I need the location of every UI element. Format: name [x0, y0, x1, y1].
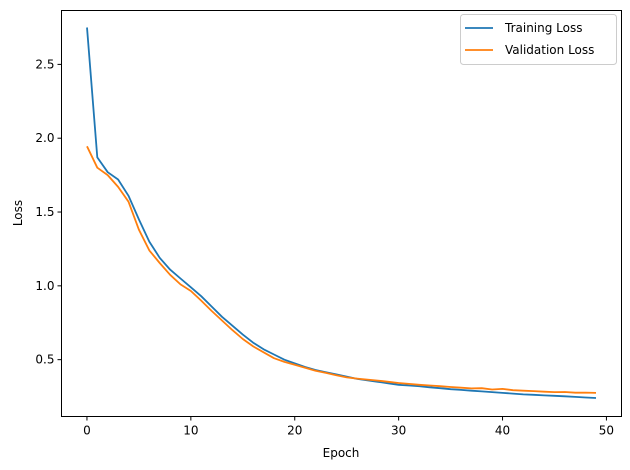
legend: Training Loss Validation Loss [460, 14, 617, 65]
y-tick-label: 0.5 [35, 353, 54, 367]
plot-area [61, 10, 622, 417]
y-tick-label: 2.0 [35, 131, 54, 145]
y-axis-label: Loss [11, 200, 25, 226]
axes-frame [61, 10, 622, 417]
y-tick-label: 1.5 [35, 205, 54, 219]
y-tick-label: 2.5 [35, 57, 54, 71]
legend-label-validation: Validation Loss [505, 43, 594, 57]
legend-label-training: Training Loss [504, 21, 582, 35]
x-tick-label: 50 [599, 424, 614, 438]
y-axis-ticks: 0.5 1.0 1.5 2.0 2.5 [35, 57, 62, 367]
x-axis-ticks: 0 10 20 30 40 50 [83, 416, 614, 438]
x-tick-label: 20 [287, 424, 302, 438]
legend-box [460, 14, 617, 65]
x-tick-label: 0 [83, 424, 91, 438]
x-tick-label: 10 [183, 424, 198, 438]
x-tick-label: 30 [391, 424, 406, 438]
series-layer [86, 27, 597, 399]
y-tick-label: 1.0 [35, 279, 54, 293]
x-axis-label: Epoch [323, 446, 360, 460]
x-tick-label: 40 [495, 424, 510, 438]
series-line-validation-loss [86, 145, 597, 394]
